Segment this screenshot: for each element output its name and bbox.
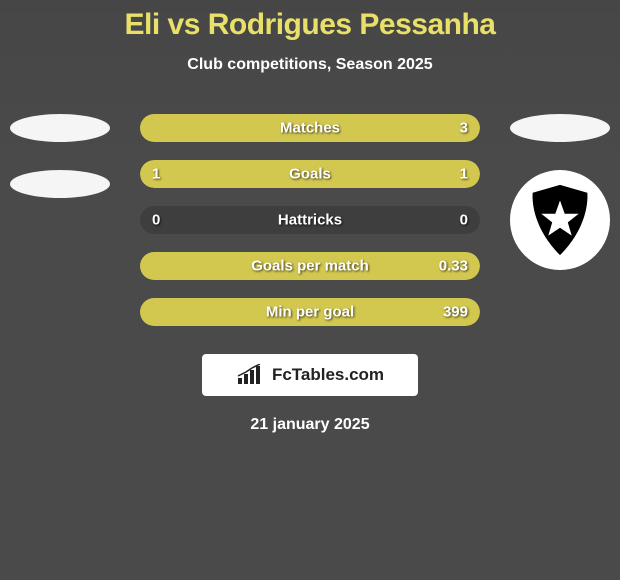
chart-bars-icon: [236, 364, 266, 386]
stat-label: Goals per match: [251, 258, 369, 275]
stat-bar-left: [140, 160, 310, 188]
stat-row: 1 Goals 1: [140, 160, 480, 188]
club-badge: [510, 170, 610, 270]
comparison-content: Matches 3 1 Goals 1 0 Hattricks 0 Goals per matc…: [0, 114, 620, 434]
right-player-column: [510, 114, 610, 270]
stat-value-right: 0: [460, 212, 468, 229]
shield-star-icon: [521, 181, 599, 259]
footer-date: 21 january 2025: [0, 416, 620, 434]
player-placeholder: [510, 114, 610, 142]
stat-value-right: 399: [443, 304, 468, 321]
player-placeholder: [10, 170, 110, 198]
stat-value-right: 1: [460, 166, 468, 183]
stats-container: Matches 3 1 Goals 1 0 Hattricks 0 Goals per matc…: [140, 114, 480, 326]
page-title: Eli vs Rodrigues Pessanha: [0, 0, 620, 42]
left-player-column: [10, 114, 110, 198]
stat-row: Min per goal 399: [140, 298, 480, 326]
stat-value-right: 0.33: [439, 258, 468, 275]
brand-label: FcTables.com: [272, 365, 384, 385]
stat-row: Matches 3: [140, 114, 480, 142]
stat-value-right: 3: [460, 120, 468, 137]
stat-label: Hattricks: [278, 212, 342, 229]
stat-row: Goals per match 0.33: [140, 252, 480, 280]
brand-badge: FcTables.com: [202, 354, 418, 396]
player-placeholder: [10, 114, 110, 142]
stat-label: Matches: [280, 120, 340, 137]
stat-bar-right: [310, 160, 480, 188]
stat-row: 0 Hattricks 0: [140, 206, 480, 234]
stat-label: Min per goal: [266, 304, 354, 321]
stat-value-left: 0: [152, 212, 160, 229]
stat-value-left: 1: [152, 166, 160, 183]
subtitle: Club competitions, Season 2025: [0, 56, 620, 74]
stat-label: Goals: [289, 166, 331, 183]
